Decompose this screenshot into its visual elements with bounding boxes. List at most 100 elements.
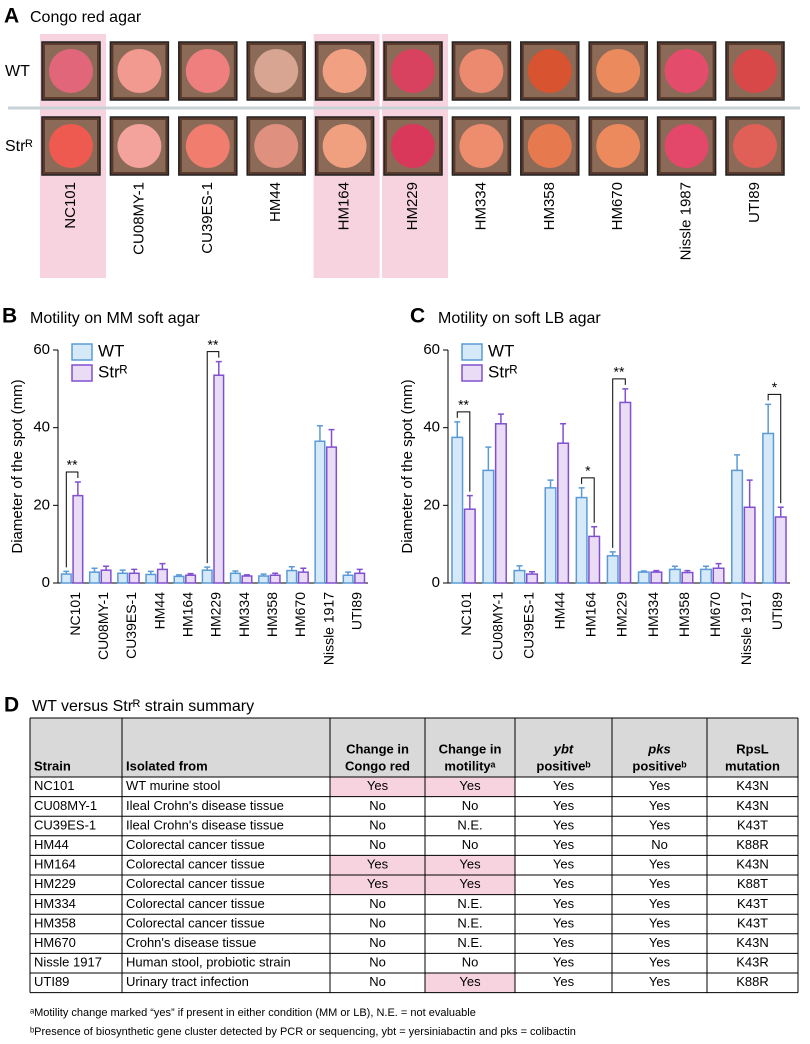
bar bbox=[88, 571, 101, 584]
table-cell: No bbox=[369, 935, 386, 950]
colony bbox=[596, 124, 641, 168]
bar bbox=[762, 432, 775, 584]
significance-bracket bbox=[456, 411, 471, 492]
colony bbox=[49, 49, 93, 93]
bar bbox=[712, 567, 725, 584]
table-header: ybt bbox=[553, 741, 574, 756]
y-tick-label: 40 bbox=[33, 419, 50, 436]
colony bbox=[596, 49, 641, 93]
colony bbox=[49, 124, 93, 168]
colony bbox=[733, 49, 777, 93]
table-cell: NC101 bbox=[34, 778, 74, 793]
error-bar bbox=[176, 574, 183, 577]
colony bbox=[322, 49, 367, 93]
bar bbox=[269, 574, 281, 584]
bar bbox=[544, 487, 557, 584]
significance-bracket bbox=[65, 471, 79, 568]
strain-label: CU08MY-1 bbox=[130, 182, 147, 255]
table-cell: Yes bbox=[459, 857, 481, 872]
table-cell: Crohn's disease tissue bbox=[126, 935, 256, 950]
table-cell: Yes bbox=[649, 778, 671, 793]
error-bar bbox=[119, 569, 126, 574]
colony bbox=[459, 49, 504, 93]
table-cell: Yes bbox=[649, 817, 671, 832]
bar bbox=[774, 516, 787, 584]
table-cell: N.E. bbox=[457, 935, 482, 950]
table-cell: HM164 bbox=[34, 857, 76, 872]
x-tick-label: NC101 bbox=[67, 592, 83, 636]
error-bar bbox=[356, 568, 363, 574]
table-cell: Ileal Crohn's disease tissue bbox=[126, 798, 284, 813]
bar bbox=[72, 494, 84, 584]
table-header: RpsL bbox=[736, 741, 769, 756]
strain-label: HM164 bbox=[336, 182, 353, 230]
significance-bracket bbox=[581, 477, 595, 523]
error-bar bbox=[454, 421, 461, 438]
error-bar bbox=[288, 565, 295, 571]
table-header: mutation bbox=[725, 758, 780, 773]
table-cell: No bbox=[369, 955, 386, 970]
table-title: WT versus Strᴿ strain summary bbox=[32, 698, 254, 715]
error-bar bbox=[684, 569, 691, 573]
x-tick-label: HM44 bbox=[552, 592, 568, 630]
legend-swatch bbox=[461, 364, 483, 382]
table-cell: Yes bbox=[553, 778, 575, 793]
table-header-bg bbox=[30, 718, 798, 777]
table-cell: Yes bbox=[649, 876, 671, 891]
bar bbox=[513, 569, 526, 584]
table-cell: Yes bbox=[553, 817, 575, 832]
significance-label: * bbox=[772, 379, 778, 395]
table-cell: Yes bbox=[649, 798, 671, 813]
significance-label: ** bbox=[614, 364, 625, 380]
bar bbox=[325, 446, 338, 584]
table-cell: Yes bbox=[459, 778, 481, 793]
error-bar bbox=[204, 566, 211, 571]
strain-label: HM229 bbox=[404, 182, 421, 230]
x-tick-label: CU39ES-1 bbox=[123, 592, 139, 659]
strain-label: Nissle 1987 bbox=[678, 182, 695, 260]
x-tick-label: HM44 bbox=[151, 592, 167, 630]
table-cell: Yes bbox=[367, 778, 389, 793]
table-cell: Colorectal cancer tissue bbox=[126, 857, 265, 872]
table-cell: Urinary tract infection bbox=[126, 974, 249, 989]
table-header: pks bbox=[647, 741, 670, 756]
colony bbox=[664, 49, 709, 93]
error-bar bbox=[734, 454, 741, 471]
bar bbox=[297, 571, 309, 584]
table-header: Change in bbox=[439, 741, 502, 756]
table-cell: CU08MY-1 bbox=[34, 798, 97, 813]
significance-label: ** bbox=[67, 457, 78, 473]
colony bbox=[185, 124, 230, 168]
table-cell: K88T bbox=[737, 876, 768, 891]
legend-swatch bbox=[461, 343, 483, 361]
table-cell: Yes bbox=[553, 955, 575, 970]
x-tick-label: Nissle 1917 bbox=[738, 592, 754, 665]
highlight-cell bbox=[425, 777, 515, 797]
error-bar bbox=[147, 570, 154, 575]
strain-label: NC101 bbox=[62, 182, 79, 229]
chart-title: Motility on soft LB agar bbox=[438, 310, 601, 327]
error-bar bbox=[578, 487, 585, 498]
bar bbox=[156, 568, 168, 584]
bar bbox=[258, 575, 270, 584]
table-cell: Human stool, probiotic strain bbox=[126, 955, 291, 970]
error-bar bbox=[187, 572, 194, 576]
bar bbox=[588, 535, 601, 584]
significance-bracket bbox=[767, 393, 782, 504]
error-bar bbox=[159, 562, 166, 570]
significance-label: * bbox=[585, 463, 591, 479]
table-cell: No bbox=[462, 798, 479, 813]
panel-label: A bbox=[4, 5, 19, 28]
x-tick-label: HM164 bbox=[583, 592, 599, 637]
table-header: Change in bbox=[346, 741, 409, 756]
error-bar bbox=[609, 551, 616, 556]
colony bbox=[664, 124, 709, 168]
x-tick-label: CU39ES-1 bbox=[520, 592, 536, 659]
table-header: positiveᵇ bbox=[536, 758, 590, 773]
bar bbox=[201, 569, 213, 584]
table-cell: K43N bbox=[736, 857, 769, 872]
colony bbox=[117, 124, 162, 168]
table-cell: Yes bbox=[553, 974, 575, 989]
table-cell: HM229 bbox=[34, 876, 76, 891]
error-bar bbox=[765, 403, 772, 434]
